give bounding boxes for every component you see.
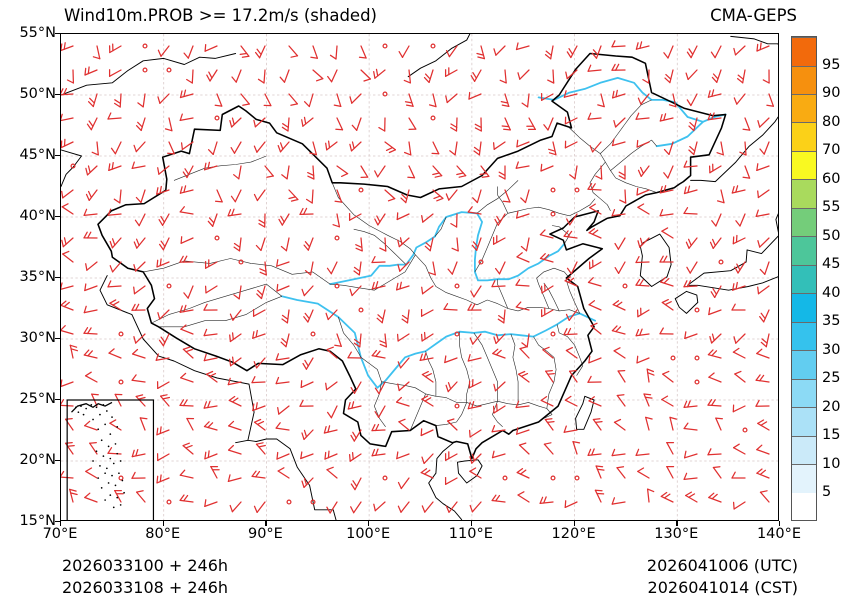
y-tick-mark [55,33,60,35]
x-tick-110°E: 110°E [448,526,493,542]
colorbar-cell-1 [792,464,816,493]
colorbar-label-80: 80 [822,113,841,130]
x-tick-140°E: 140°E [756,526,802,542]
colorbar-cell-11 [792,179,816,208]
x-tick-mark [368,521,370,526]
y-tick-25°N: 25°N [19,391,56,407]
init-time-utc-label: 2026033100 + 246h [62,556,229,575]
map-canvas [61,34,778,520]
colorbar-cell-5 [792,350,816,379]
colorbar-cell-14 [792,93,816,123]
colorbar-label-60: 60 [822,170,841,187]
south-china-sea-inset [66,399,155,520]
y-tick-mark [55,399,60,401]
y-tick-50°N: 50°N [19,86,56,102]
x-tick-90°E: 90°E [247,526,283,542]
colorbar-label-5: 5 [822,484,832,501]
y-tick-mark [55,155,60,157]
y-tick-40°N: 40°N [19,208,56,224]
colorbar-cell-0 [792,492,816,520]
x-tick-130°E: 130°E [654,526,699,542]
province-borders-layer [143,99,657,431]
model-name-label: CMA-GEPS [710,6,797,25]
x-tick-mark [60,521,62,526]
colorbar-label-90: 90 [822,85,841,102]
coastline-layer [61,34,778,520]
colorbar-label-25: 25 [822,370,841,387]
y-tick-mark [55,216,60,218]
y-tick-20°N: 20°N [19,452,56,468]
y-tick-55°N: 55°N [19,25,56,41]
colorbar-cell-13 [792,122,816,151]
colorbar-tick-labels: 5 10 15 20 25 30 35 40 45 50 55 60 70 80 90 95 [822,36,860,521]
page-title: Wind10m.PROB >= 17.2m/s (shaded) [64,6,377,25]
colorbar-label-55: 55 [822,199,841,216]
y-tick-mark [55,94,60,96]
map-plot-area[interactable] [60,33,779,521]
colorbar-cell-16 [792,37,816,66]
colorbar-label-35: 35 [822,313,841,330]
wind-barbs-layer [61,40,775,514]
probability-colorbar[interactable] [791,36,817,521]
colorbar-label-70: 70 [822,142,841,159]
colorbar-cell-15 [792,65,816,94]
colorbar-cell-8 [792,264,816,294]
colorbar-label-50: 50 [822,227,841,244]
colorbar-cell-3 [792,407,816,436]
rivers-layer [280,77,727,389]
x-tick-mark [162,521,164,526]
colorbar-label-15: 15 [822,427,841,444]
colorbar-cell-2 [792,435,816,465]
x-tick-mark [470,521,473,526]
x-tick-70°E: 70°E [42,526,78,542]
x-tick-100°E: 100°E [346,526,391,542]
colorbar-label-10: 10 [822,455,841,472]
init-time-cst-label: 2026033108 + 246h [62,578,229,597]
y-tick-15°N: 15°N [19,513,56,529]
y-axis-labels: 15°N 20°N 25°N 30°N 35°N 40°N 45°N 50°N 55°N [0,0,56,610]
y-tick-35°N: 35°N [19,269,56,285]
colorbar-cell-7 [792,293,816,322]
x-tick-mark [779,521,781,526]
colorbar-cell-12 [792,150,816,180]
colorbar-label-20: 20 [822,398,841,415]
colorbar-label-95: 95 [822,56,841,73]
colorbar-label-45: 45 [822,256,841,273]
y-tick-mark [55,338,60,340]
colorbar-label-30: 30 [822,341,841,358]
y-tick-mark [55,521,60,523]
x-tick-80°E: 80°E [145,526,181,542]
colorbar-cell-9 [792,236,816,265]
valid-time-utc-label: 2026041006 (UTC) [646,556,798,575]
x-tick-mark [573,521,575,526]
y-tick-mark [55,277,60,279]
valid-time-cst-label: 2026041014 (CST) [647,578,798,597]
colorbar-cell-4 [792,378,816,408]
y-tick-mark [55,460,60,462]
y-tick-30°N: 30°N [19,330,56,346]
colorbar-cell-6 [792,321,816,351]
colorbar-cell-10 [792,207,816,237]
x-tick-mark [265,521,267,526]
x-tick-mark [676,521,678,526]
colorbar-label-40: 40 [822,284,841,301]
x-tick-120°E: 120°E [551,526,596,542]
map-gridlines [61,34,778,520]
y-tick-45°N: 45°N [19,147,56,163]
